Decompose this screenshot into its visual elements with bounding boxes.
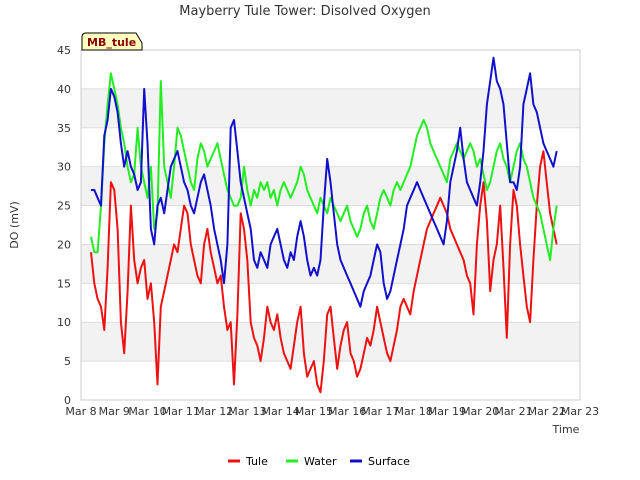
x-tick-label: Mar 12	[195, 405, 233, 418]
grid-band	[81, 50, 580, 89]
x-tick-label: Mar 16	[328, 405, 366, 418]
y-tick-label: 0	[64, 394, 71, 407]
grid-band	[81, 322, 580, 362]
station-label-text: MB_tule	[87, 36, 136, 49]
x-tick-label: Mar 17	[361, 405, 399, 418]
y-tick-label: 15	[57, 277, 71, 290]
x-tick-label: Mar 9	[99, 405, 130, 418]
x-tick-label: Mar 19	[428, 405, 466, 418]
y-tick-label: 5	[64, 355, 71, 368]
grid-band	[81, 361, 580, 400]
series-line-tule	[90, 150, 558, 394]
y-tick-label: 25	[57, 200, 71, 213]
x-tick-label: Mar 23	[561, 405, 599, 418]
series-lines	[90, 56, 558, 394]
y-axis-label: DO (mV)	[8, 201, 21, 248]
y-axis-ticks: 0 5 10 15 20 25 30 35 40 45	[57, 44, 71, 407]
y-tick-label: 40	[57, 83, 71, 96]
x-tick-label: Mar 14	[261, 405, 299, 418]
x-axis-label: Time	[552, 423, 580, 436]
legend-label-surface: Surface	[368, 455, 410, 468]
x-tick-label: Mar 8	[65, 405, 96, 418]
legend-label-water: Water	[304, 455, 337, 468]
plot-frame	[80, 49, 581, 401]
y-tick-label: 45	[57, 44, 71, 57]
x-tick-label: Mar 20	[461, 405, 499, 418]
x-tick-label: Mar 10	[128, 405, 166, 418]
x-tick-label: Mar 15	[295, 405, 333, 418]
chart-title: Mayberry Tule Tower: Disolved Oxygen	[179, 4, 430, 19]
x-tick-label: Mar 21	[494, 405, 532, 418]
legend: Tule Water Surface	[228, 455, 410, 468]
series-line-surface	[91, 56, 558, 308]
y-tick-label: 20	[57, 238, 71, 251]
station-label: MB_tule	[81, 32, 143, 51]
plot-background	[81, 50, 580, 400]
x-tick-label: Mar 13	[228, 405, 266, 418]
y-tick-label: 30	[57, 161, 71, 174]
y-tick-label: 35	[57, 122, 71, 135]
y-tick-label: 10	[57, 316, 71, 329]
grid-band	[81, 244, 580, 284]
x-tick-label: Mar 22	[528, 405, 566, 418]
grid-band	[81, 88, 580, 128]
x-tick-label: Mar 11	[162, 405, 200, 418]
x-tick-label: Mar 18	[395, 405, 433, 418]
legend-label-tule: Tule	[245, 455, 268, 468]
